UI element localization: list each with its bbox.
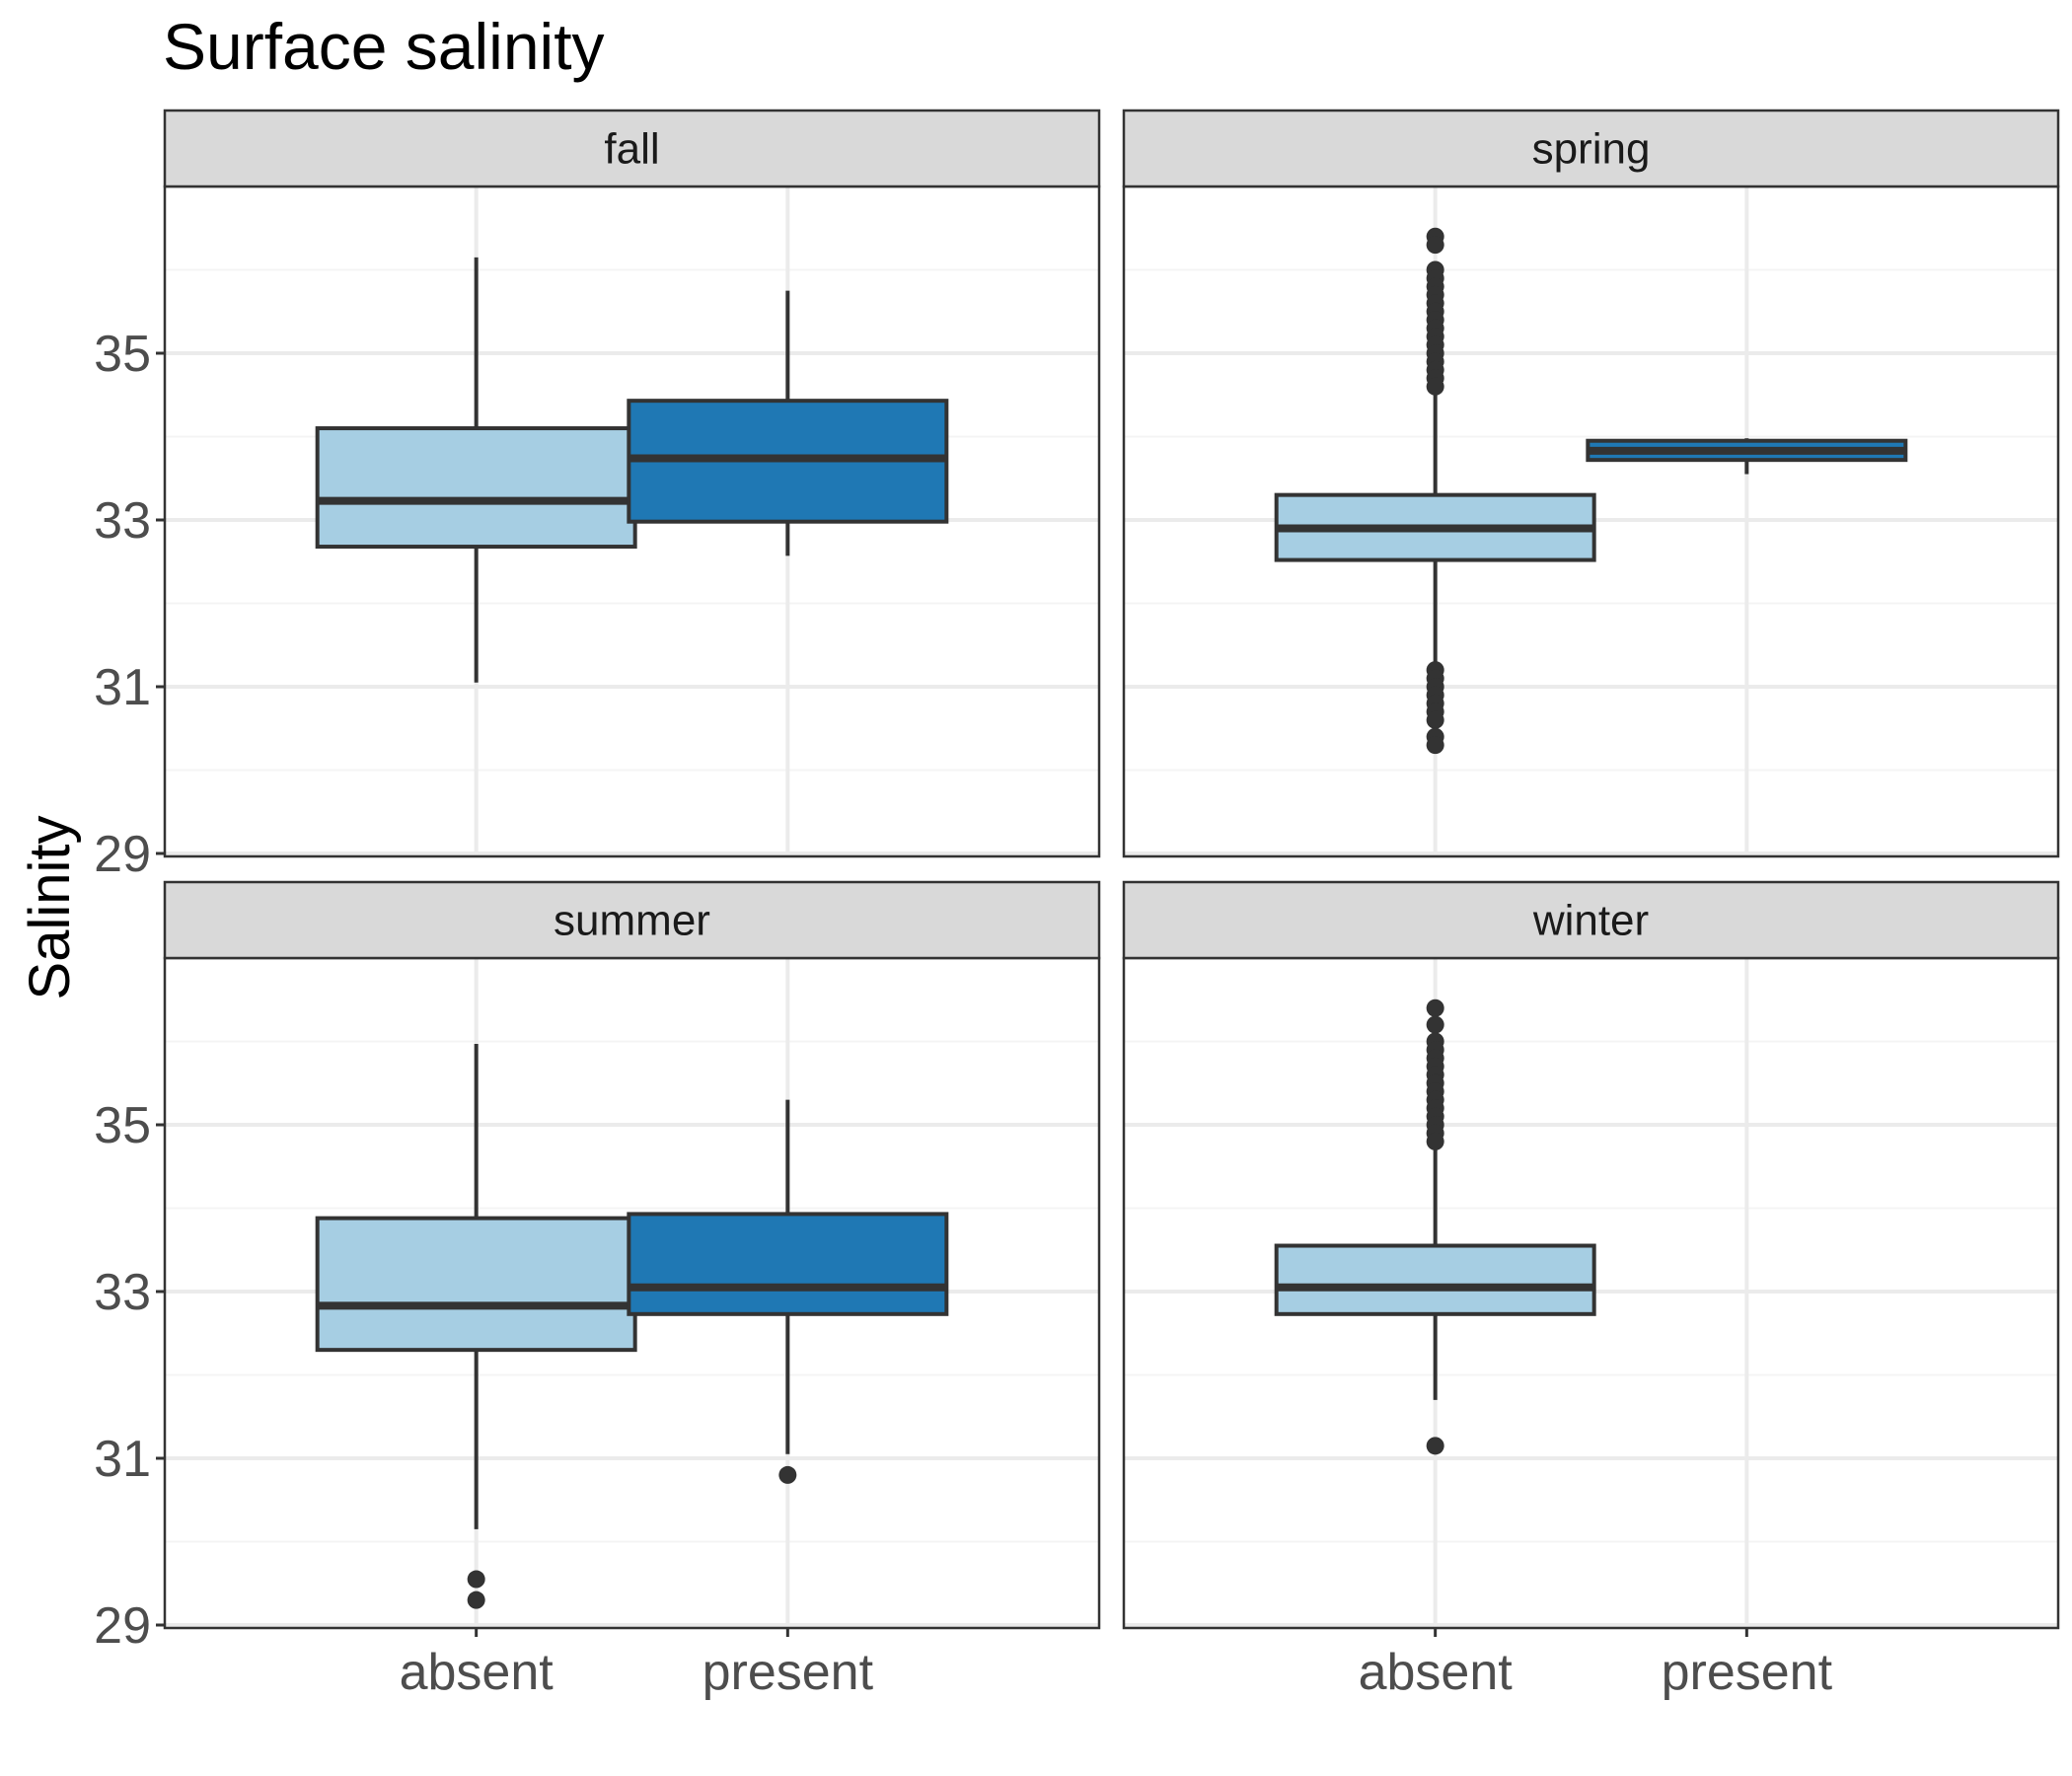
strip-label-spring: spring [1532,125,1651,174]
y-tick-label: 35 [94,1097,151,1154]
facet-panel-spring: spring [1122,109,2060,858]
chart-title: Surface salinity [163,10,605,83]
box-absent [1274,999,1596,1455]
box-body [315,1216,637,1353]
strip-background [1122,880,2060,960]
outlier-point [1426,1015,1444,1034]
outlier-point [467,1591,485,1609]
box-present [1586,438,1908,475]
outlier-point [1426,736,1444,755]
facet-panels: fall 29 31 33 35 spring summer 29 31 33 35 absent pr… [94,109,2060,1701]
outlier-point [1426,999,1444,1017]
facet-panel-summer: summer 29 31 33 35 absent present [94,880,1101,1701]
box-body [627,1212,949,1316]
y-tick-label: 31 [94,659,151,716]
box-present [627,1099,949,1484]
facet-panel-fall: fall 29 31 33 35 [94,109,1101,883]
facet-panel-winter: winter absent present [1122,880,2060,1701]
x-tick-label-absent: absent [400,1644,555,1701]
y-tick-label: 33 [94,1264,151,1321]
x-tick-label-present: present [703,1644,874,1701]
outlier-point [1426,710,1444,729]
strip-label-summer: summer [554,897,710,945]
y-tick-label: 33 [94,492,151,550]
y-axis-label: Salinity [18,816,82,1000]
box-absent [315,257,637,683]
box-absent [1274,227,1596,755]
x-tick-label-absent: absent [1359,1644,1514,1701]
strip-background [163,109,1101,188]
outlier-point [778,1465,797,1484]
box-body [315,426,637,550]
y-tick-label: 35 [94,326,151,383]
y-tick-label: 29 [94,826,151,883]
strip-label-winter: winter [1532,897,1649,945]
strip-label-fall: fall [604,125,659,174]
y-tick-label: 29 [94,1597,151,1655]
outlier-point [467,1570,485,1589]
strip-background [1122,109,2060,188]
y-tick-label: 31 [94,1431,151,1488]
box-absent [315,1044,637,1609]
box-body [1274,1243,1596,1316]
outlier-point [1426,1132,1444,1150]
outlier-point [1426,377,1444,396]
box-present [627,290,949,556]
x-tick-label-present: present [1662,1644,1833,1701]
outlier-point [1426,1437,1444,1455]
outlier-point [1426,236,1444,255]
strip-background [163,880,1101,960]
